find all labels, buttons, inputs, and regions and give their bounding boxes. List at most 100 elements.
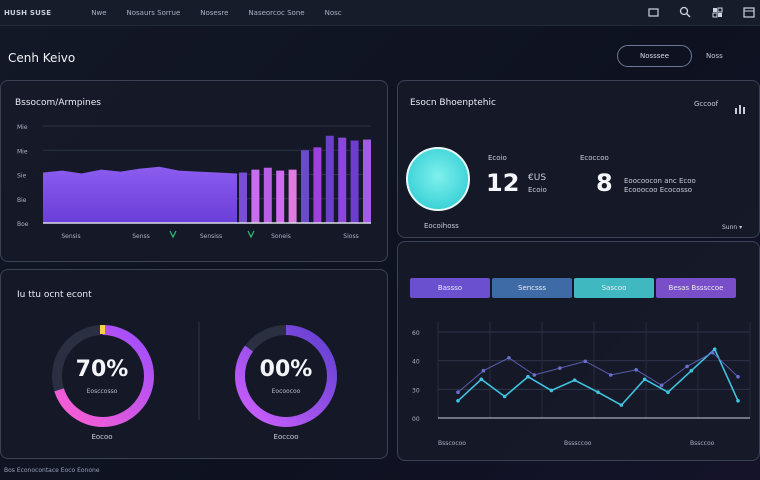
data-point [558, 366, 562, 370]
bar [276, 170, 285, 223]
tab-3[interactable]: Sascoo [574, 278, 654, 298]
filter-pill-button[interactable]: Nosssee [617, 45, 692, 67]
data-point [583, 359, 588, 364]
data-point [736, 374, 740, 379]
gauges-svg [52, 322, 337, 427]
bar [313, 147, 322, 223]
gauge2-sub: Eocoocoo [271, 388, 301, 395]
stat1-sub: Ecoio [528, 186, 547, 194]
stat2-label: Ecoccoo [580, 154, 609, 162]
x-tick-label: Soneis [271, 233, 291, 240]
page-title: Cenh Keivo [8, 51, 76, 65]
stat1-value: 12 [486, 169, 520, 197]
data-point [689, 368, 694, 373]
calendar-icon[interactable] [742, 5, 756, 19]
y-tick-label: Boe [17, 221, 29, 228]
data-point [502, 394, 507, 399]
secondary-filter-button[interactable]: Noss [706, 52, 723, 60]
gauge1-sub: Eosccosso [86, 388, 118, 395]
y-tick-label: Mie [17, 148, 28, 155]
x-tick-label: Sensis [61, 233, 80, 240]
bar [338, 137, 347, 223]
data-point [526, 374, 530, 379]
tab-1[interactable]: Bassso [410, 278, 490, 298]
nav-link-2[interactable]: Nosaurs Sorrue [126, 8, 181, 17]
box-icon[interactable] [646, 5, 660, 19]
stat1-label: Ecoio [488, 154, 507, 162]
stats-note-2: Ecooocoo Ecocosso [624, 186, 693, 194]
top-bar: HUSH SUSE Nwe Nosaurs Sorrue Nosesre Nas… [0, 0, 760, 26]
circle-label: Eocoihoss [424, 222, 459, 230]
line-series [457, 352, 739, 393]
stats-panel: Esocn Bhoenptehic Gccoof Eocoihoss Ecoio… [397, 80, 760, 238]
bar-chart: Mie Mie Sie Bie Boe Sensis Senss Sensiss Soneis S… [17, 124, 371, 240]
gauges-title: Iu ttu ocnt econt [17, 290, 92, 300]
bar [251, 169, 260, 223]
x-tick-label: Sensiss [200, 233, 222, 240]
gauge2-value: 00% [259, 357, 313, 382]
bar [288, 169, 297, 223]
nav-link-1[interactable]: Nwe [91, 8, 107, 17]
data-point [608, 373, 613, 377]
bar [239, 172, 247, 223]
tab-4[interactable]: Besas Bsssccoe [656, 278, 736, 298]
line-chart: 60 40 30 00 Bsscocoo Bsssccoo Bssccoo [412, 322, 751, 447]
data-point [710, 350, 715, 355]
y-tick-label: 30 [412, 387, 420, 394]
stat2-value: 8 [596, 169, 613, 197]
nav-link-4[interactable]: Naseorcoc Sone [248, 8, 305, 17]
x-tick-label: Bsscocoo [438, 440, 466, 447]
gauge2-caption: Eoccoo [273, 433, 299, 441]
x-tick-label: Bssccoo [690, 440, 715, 447]
nav-link-3[interactable]: Nosesre [200, 8, 229, 17]
gauge2-arc [235, 325, 337, 427]
data-point [659, 383, 664, 388]
stat1-unit: €US [528, 173, 547, 183]
search-icon[interactable] [678, 5, 692, 19]
marker-icon [247, 230, 255, 239]
data-point [507, 356, 511, 360]
bar [325, 135, 334, 223]
data-point [596, 390, 600, 394]
range-dropdown[interactable]: Sunn ▾ [722, 224, 743, 231]
data-point [685, 364, 689, 369]
y-tick-label: Bie [17, 197, 27, 204]
data-point [666, 390, 670, 394]
data-point [642, 377, 647, 382]
y-tick-label: Mie [17, 124, 28, 131]
footer-text: Bos Econocontace Eoco Eonone [4, 467, 100, 474]
bar-chart-title: Bssocom/Armpines [15, 98, 101, 108]
x-tick-label: Senss [132, 233, 150, 240]
grid-icon[interactable] [710, 5, 724, 19]
stats-badge: Gccoof [694, 100, 719, 108]
y-tick-label: 00 [412, 416, 420, 423]
bar [263, 167, 272, 223]
data-point [712, 347, 717, 351]
data-point [619, 403, 624, 407]
marker-icon [169, 230, 177, 239]
line-series [457, 347, 739, 407]
gauge1-caption: Eocoo [91, 433, 113, 441]
nav-link-5[interactable]: Nosc [324, 8, 342, 17]
bar-chart-icon [734, 99, 746, 118]
y-tick-label: 40 [412, 359, 420, 366]
data-point [481, 368, 486, 373]
gauge1-value: 70% [75, 357, 129, 382]
data-point [456, 390, 460, 394]
brand-logo: HUSH SUSE [4, 8, 52, 17]
data-point [456, 399, 460, 403]
data-point [549, 388, 554, 393]
gauge1-indicator [100, 325, 105, 334]
stats-title: Esocn Bhoenptehic [410, 98, 496, 108]
y-tick-label: Sie [17, 173, 26, 180]
bar-chart-panel: Bssocom/Armpines Mie Mie Sie Bie Boe Sensis Se… [0, 80, 388, 262]
area-series [43, 166, 237, 223]
bar [363, 139, 371, 223]
bar [301, 150, 309, 223]
line-chart-tabs: Bassso Sencsss Sascoo Besas Bsssccoe [410, 278, 736, 298]
gauges-panel: Iu ttu ocnt econt 70% Eosccosso Eocoo 00… [0, 269, 388, 459]
data-point [479, 377, 484, 382]
x-tick-label: Sioss [343, 233, 358, 240]
tab-2[interactable]: Sencsss [492, 278, 572, 298]
x-tick-label: Bsssccoo [564, 440, 592, 447]
